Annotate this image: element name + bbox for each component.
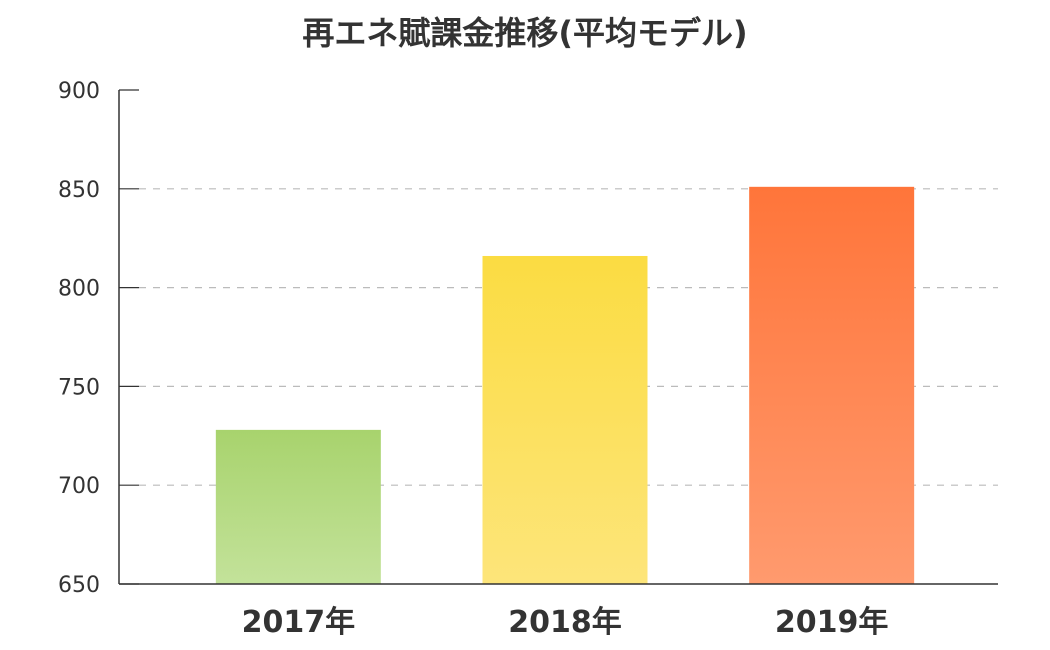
- bar-1: [482, 255, 648, 584]
- y-tick-label: 850: [58, 178, 100, 203]
- y-tick-label: 900: [58, 79, 100, 104]
- y-tick-label: 750: [58, 375, 100, 400]
- y-tick-label: 800: [58, 277, 100, 302]
- bar-2: [749, 186, 915, 584]
- y-tick-label: 650: [58, 573, 100, 598]
- axes: [118, 89, 998, 585]
- x-tick-label: 2017年: [242, 605, 356, 640]
- y-tick-label: 700: [58, 474, 100, 499]
- bars: [215, 186, 915, 584]
- x-tick-label: 2018年: [508, 605, 622, 640]
- x-tick-label: 2019年: [775, 605, 889, 640]
- y-axis-ticks: 650 700 750 800 850 900: [58, 79, 100, 598]
- chart-title: 再エネ賦課金推移(平均モデル): [302, 14, 747, 52]
- x-axis-ticks: 2017年 2018年 2019年: [242, 605, 889, 640]
- bar-0: [215, 429, 381, 584]
